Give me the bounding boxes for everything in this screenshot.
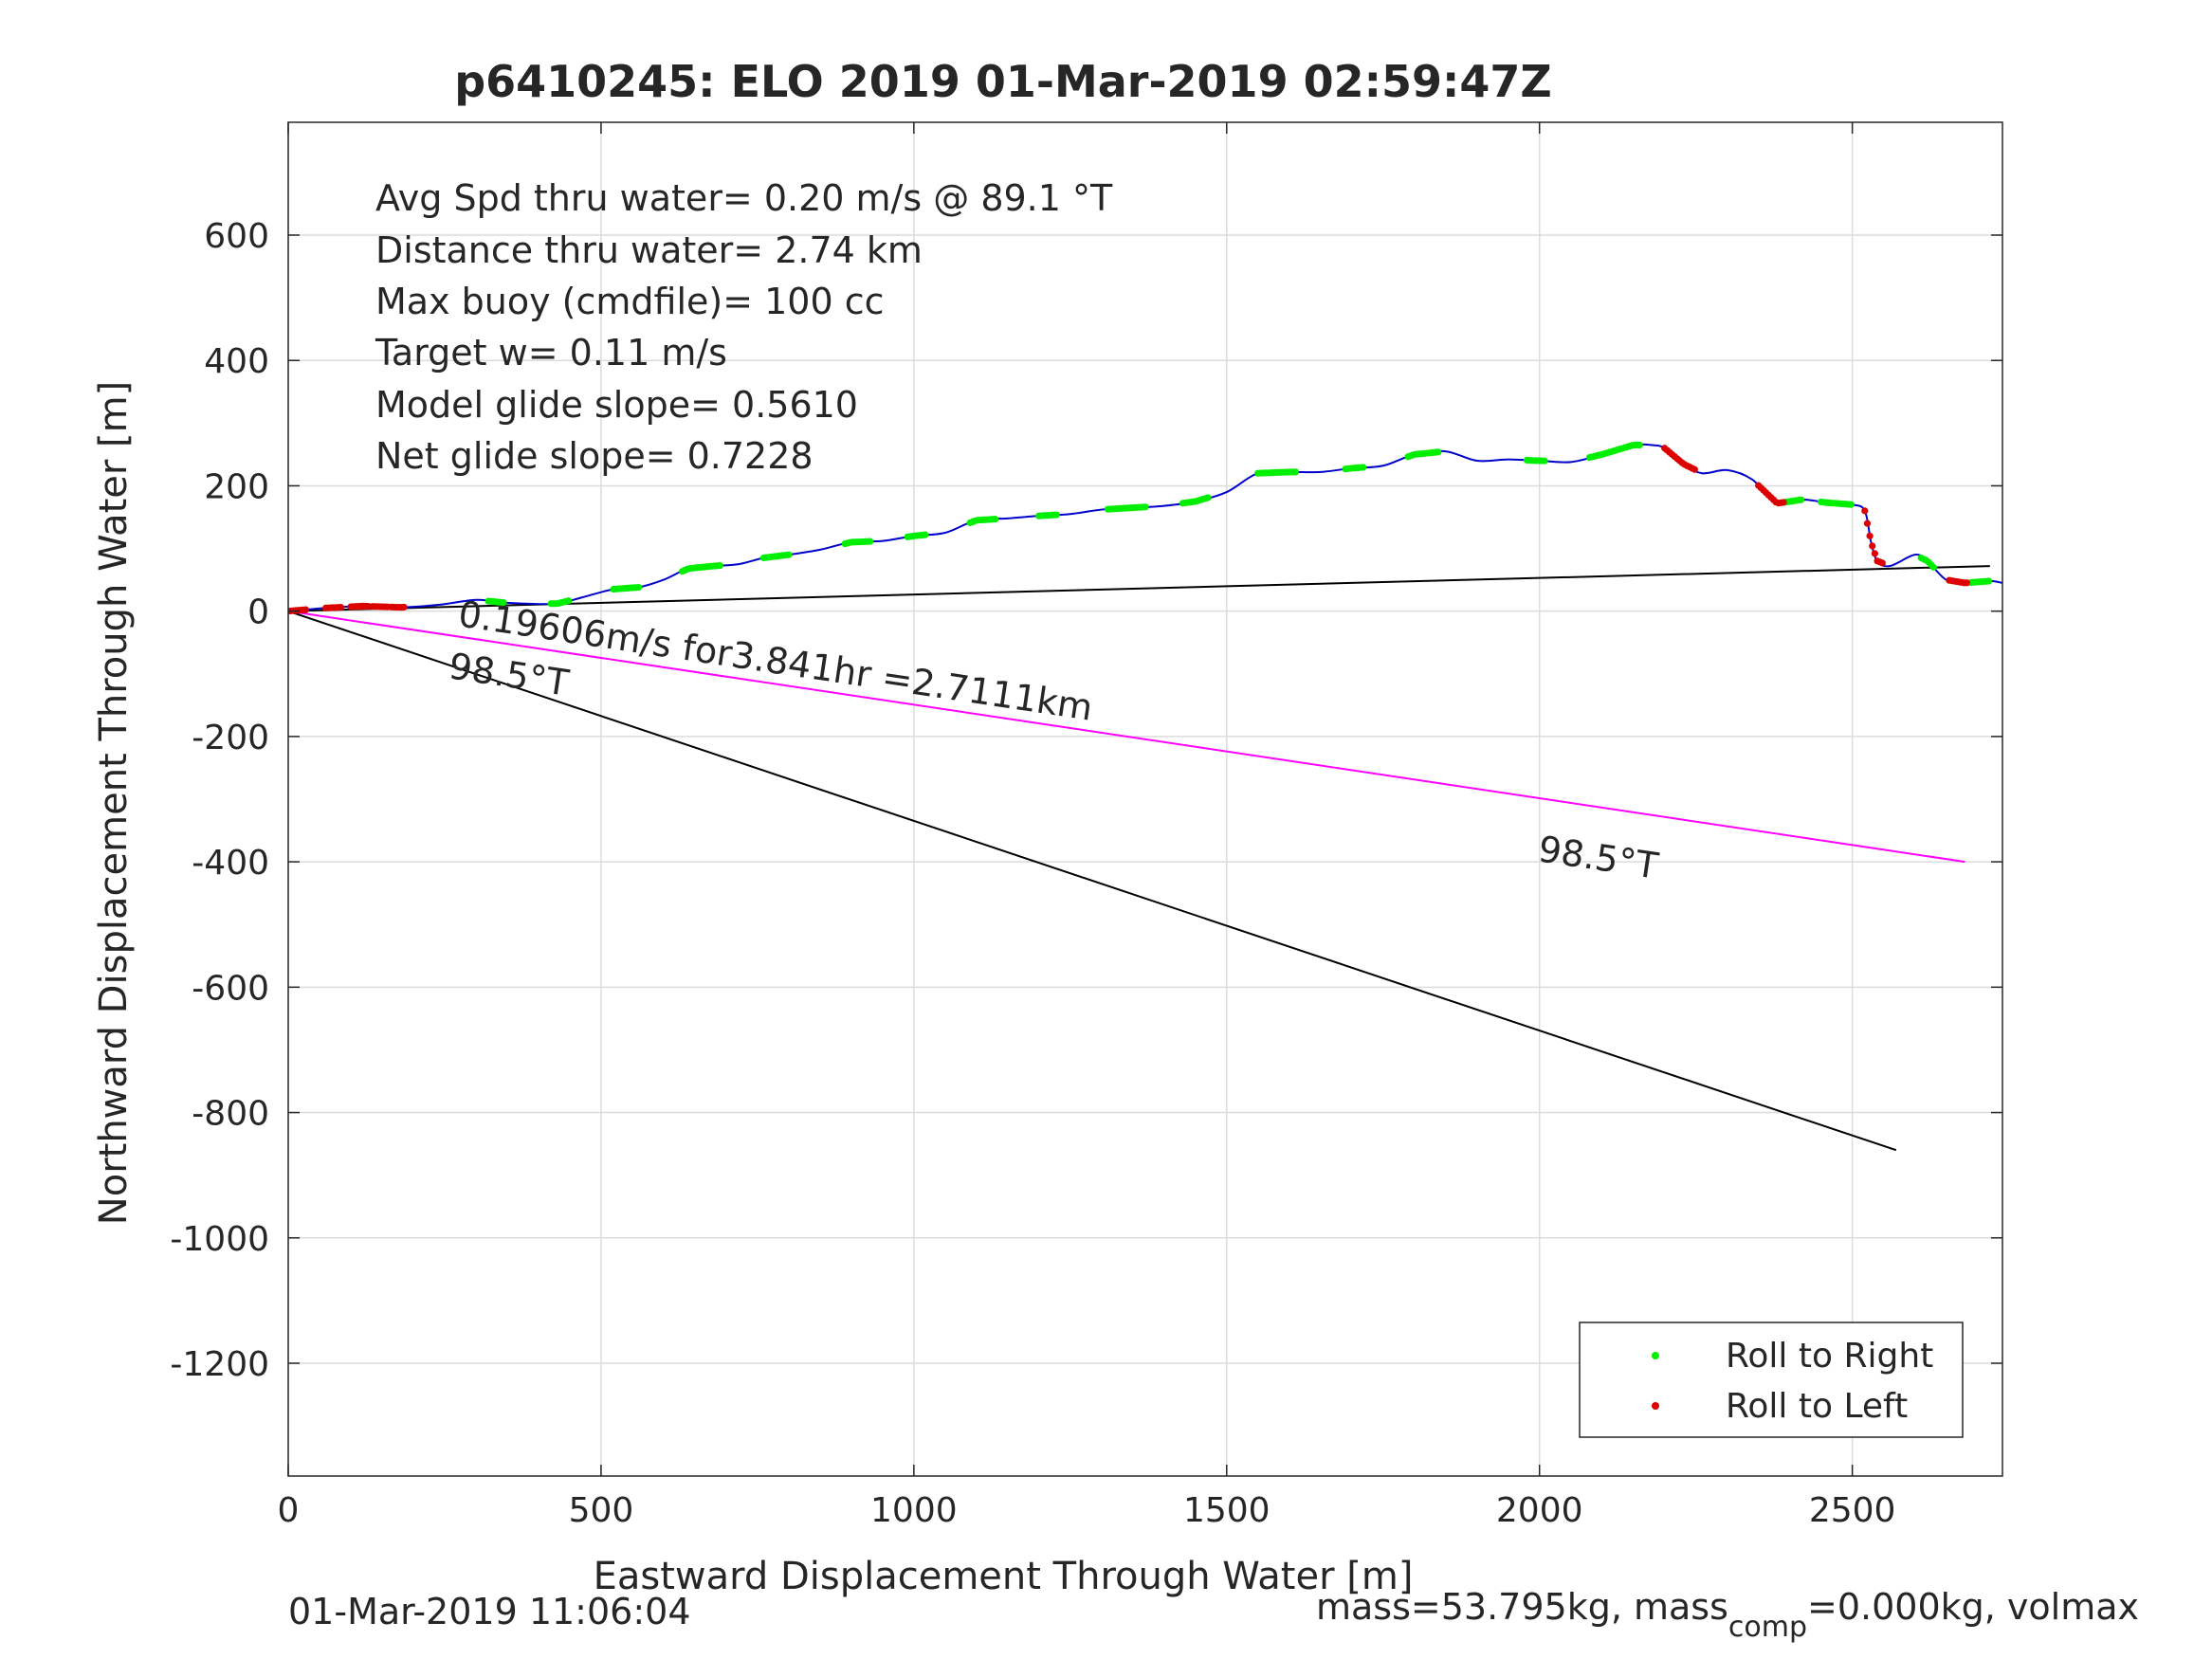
roll-left-point	[400, 603, 408, 611]
roll-right-point	[1291, 468, 1299, 476]
legend: Roll to Right Roll to Left	[1579, 1322, 1964, 1438]
roll-left-point	[1780, 499, 1787, 506]
info-line-net-glide: Net glide slope= 0.7228	[375, 435, 814, 477]
y-tick-label: -1200	[170, 1345, 269, 1384]
current-line	[288, 610, 1965, 864]
y-tick-label: 400	[204, 342, 269, 381]
y-tick-label: 600	[204, 217, 269, 256]
axes-frame	[287, 121, 2003, 1477]
x-tick-label: 500	[569, 1491, 634, 1530]
y-tick-label: -1000	[170, 1220, 269, 1259]
chart-title: p6410245: ELO 2019 01-Mar-2019 02:59:47Z	[454, 56, 1552, 107]
x-tick-label: 2000	[1496, 1491, 1583, 1530]
roll-right-point	[867, 538, 874, 545]
roll-right-markers	[484, 441, 1993, 608]
net-displacement-line	[288, 565, 1990, 612]
roll-right-point	[1204, 494, 1212, 501]
x-axis-label: Eastward Displacement Through Water [m]	[594, 1555, 1414, 1598]
roll-right-point	[1541, 457, 1548, 465]
y-tick-label: -400	[192, 844, 269, 883]
roll-left-point	[302, 606, 310, 613]
roll-right-point	[634, 583, 643, 592]
axis-ticks	[287, 122, 2002, 1476]
legend-label-roll-left: Roll to Left	[1726, 1387, 1908, 1426]
heading-line	[288, 610, 1897, 1152]
roll-right-point	[1847, 501, 1855, 508]
roll-left-point	[337, 603, 345, 611]
x-tick-label: 1000	[870, 1491, 958, 1530]
info-text-block: Avg Spd thru water= 0.20 m/s @ 89.1 °T D…	[375, 177, 1113, 477]
y-tick-label: -600	[192, 969, 269, 1008]
roll-right-point	[1360, 464, 1367, 471]
roll-left-markers	[288, 445, 1970, 615]
legend-marker-roll-left	[1652, 1402, 1659, 1410]
legend-marker-roll-right	[1652, 1352, 1659, 1359]
roll-right-point	[1052, 511, 1060, 519]
y-tick-label: 0	[247, 593, 269, 632]
roll-right-point	[1636, 441, 1643, 449]
roll-right-point	[922, 531, 929, 538]
info-line-target-w: Target w= 0.11 m/s	[375, 332, 727, 374]
roll-left-point	[1861, 507, 1869, 515]
x-tick-label: 2500	[1809, 1491, 1896, 1530]
footer-timestamp: 01-Mar-2019 11:06:04	[288, 1591, 691, 1632]
roll-left-point	[1691, 465, 1698, 473]
mass-suffix: =0.000kg, volmax	[1807, 1586, 2139, 1628]
info-line-model-glide: Model glide slope= 0.5610	[375, 384, 858, 426]
roll-right-point	[1797, 496, 1805, 503]
grid-lines	[287, 122, 2002, 1476]
roll-left-point	[1871, 550, 1878, 557]
roll-left-point	[1869, 542, 1876, 550]
roll-right-point	[1929, 563, 1938, 571]
roll-right-point	[1435, 448, 1442, 456]
y-tick-label: -200	[192, 719, 269, 757]
x-tick-label: 1500	[1183, 1491, 1271, 1530]
mass-subscript: comp	[1728, 1611, 1807, 1644]
plot-lines	[288, 441, 2002, 1152]
y-tick-label: -800	[192, 1095, 269, 1134]
roll-right-point	[992, 516, 999, 523]
y-axis-label: Northward Displacement Through Water [m]	[92, 381, 136, 1225]
info-line-distance: Distance thru water= 2.74 km	[375, 229, 923, 271]
x-tick-label: 0	[278, 1491, 300, 1530]
roll-right-point	[1142, 503, 1149, 511]
roll-left-point	[1863, 520, 1872, 527]
roll-left-point	[1866, 532, 1874, 539]
info-line-avg-speed: Avg Spd thru water= 0.20 m/s @ 89.1 °T	[375, 177, 1113, 219]
roll-right-point	[565, 597, 573, 605]
roll-right-point	[716, 561, 723, 570]
info-line-max-buoy: Max buoy (cmdfile)= 100 cc	[375, 281, 885, 322]
footer-mass-info: mass=53.795kg, masscomp=0.000kg, volmax	[1316, 1586, 2139, 1644]
roll-left-point	[1963, 579, 1970, 587]
mass-prefix: mass=53.795kg, mass	[1316, 1586, 1728, 1628]
y-tick-label: 200	[204, 467, 269, 506]
legend-label-roll-right: Roll to Right	[1726, 1337, 1933, 1376]
roll-right-point	[1984, 577, 1993, 585]
roll-left-point	[1878, 559, 1886, 567]
roll-right-point	[500, 598, 507, 607]
roll-right-point	[785, 551, 793, 558]
